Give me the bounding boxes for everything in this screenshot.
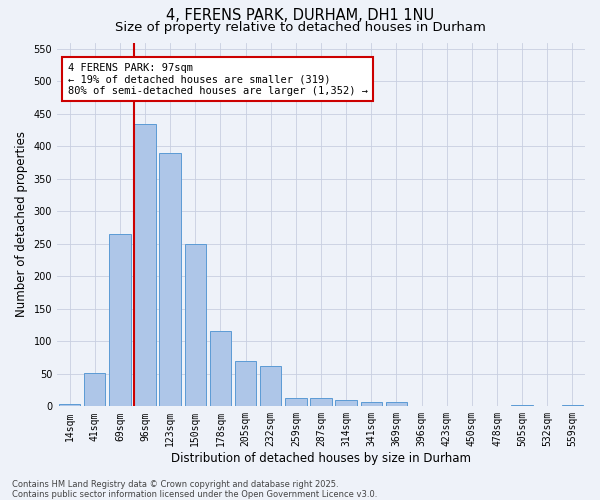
Bar — [185, 244, 206, 406]
Text: 4 FERENS PARK: 97sqm
← 19% of detached houses are smaller (319)
80% of semi-deta: 4 FERENS PARK: 97sqm ← 19% of detached h… — [68, 62, 368, 96]
Bar — [361, 402, 382, 406]
Text: Size of property relative to detached houses in Durham: Size of property relative to detached ho… — [115, 21, 485, 34]
Y-axis label: Number of detached properties: Number of detached properties — [15, 132, 28, 318]
Text: Contains HM Land Registry data © Crown copyright and database right 2025.
Contai: Contains HM Land Registry data © Crown c… — [12, 480, 377, 499]
Bar — [84, 372, 106, 406]
Bar — [134, 124, 156, 406]
Bar — [160, 153, 181, 406]
Bar — [285, 398, 307, 406]
Bar — [310, 398, 332, 406]
Bar — [59, 404, 80, 406]
Bar — [109, 234, 131, 406]
Bar — [210, 331, 231, 406]
X-axis label: Distribution of detached houses by size in Durham: Distribution of detached houses by size … — [171, 452, 471, 465]
Bar — [335, 400, 357, 406]
Bar — [511, 405, 533, 406]
Bar — [562, 405, 583, 406]
Text: 4, FERENS PARK, DURHAM, DH1 1NU: 4, FERENS PARK, DURHAM, DH1 1NU — [166, 8, 434, 22]
Bar — [235, 361, 256, 406]
Bar — [386, 402, 407, 406]
Bar — [260, 366, 281, 406]
